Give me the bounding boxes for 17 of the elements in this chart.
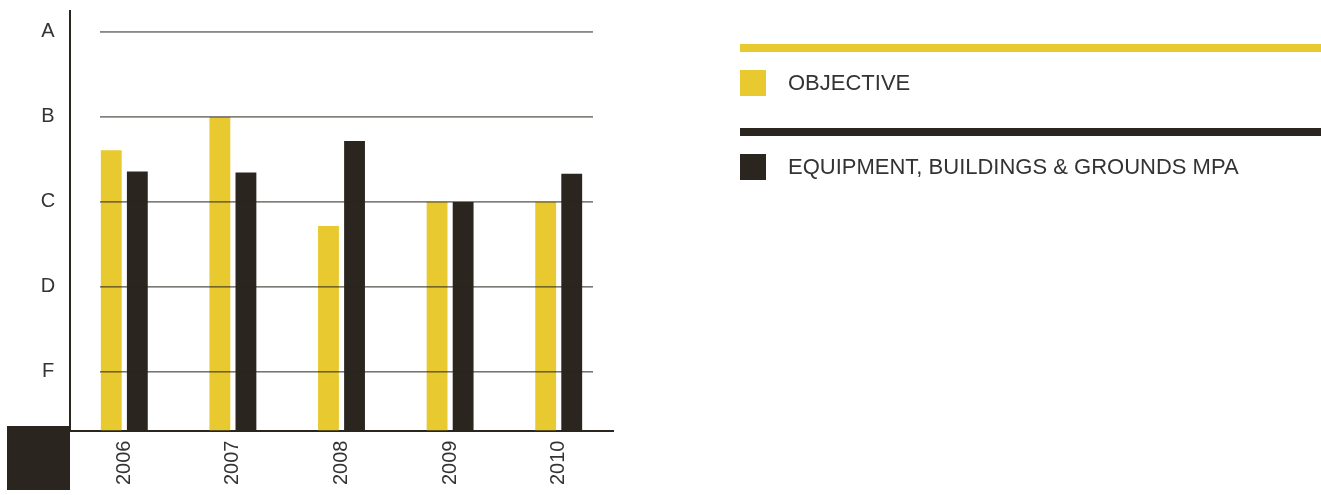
x-tick-label: 2006 [111,440,134,486]
ref-line-label: D [40,274,56,297]
bar [426,201,448,431]
x-tick-label: 2009 [437,440,460,486]
ref-line-label: F [41,359,55,382]
bar [535,201,557,431]
ref-line-label: B [41,104,55,127]
x-tick-label: 2008 [329,440,352,486]
legend-label: OBJECTIVE [788,70,911,96]
x-tick-label: 2010 [546,440,569,486]
bar [100,150,122,431]
legend-label: EQUIPMENT, BUILDINGS & GROUNDS MPA [788,154,1239,180]
x-tick-label: 2007 [220,440,243,486]
bar [209,116,231,431]
ref-line-label: A [41,19,56,42]
bar [318,226,339,431]
ref-line-label: C [40,189,56,212]
